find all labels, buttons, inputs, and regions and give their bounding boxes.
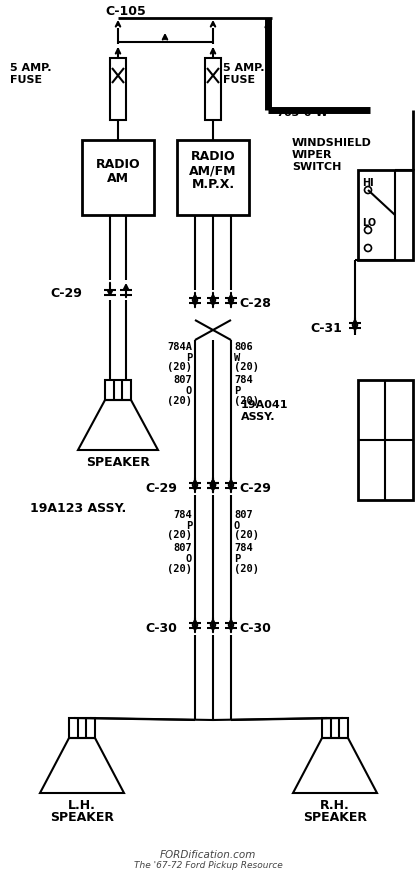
Text: SPEAKER: SPEAKER — [303, 811, 367, 824]
Text: 806: 806 — [234, 342, 253, 352]
Text: AM/FM: AM/FM — [189, 164, 237, 177]
Bar — [110, 58, 126, 120]
Text: (20): (20) — [167, 396, 192, 406]
Bar — [82, 140, 154, 215]
Text: C-31: C-31 — [310, 322, 342, 335]
Text: SPEAKER: SPEAKER — [50, 811, 114, 824]
Text: 19A041: 19A041 — [241, 400, 289, 410]
Text: 807: 807 — [234, 510, 253, 520]
Text: C-28: C-28 — [239, 297, 271, 310]
Text: (20): (20) — [234, 396, 259, 406]
Text: (20): (20) — [167, 362, 192, 372]
Bar — [69, 718, 95, 738]
Text: C-29: C-29 — [239, 482, 271, 495]
Text: P: P — [186, 353, 192, 363]
Text: O: O — [186, 386, 192, 396]
Text: W: W — [234, 353, 240, 363]
Text: 784: 784 — [234, 543, 253, 553]
Text: WINDSHIELD: WINDSHIELD — [292, 138, 372, 148]
Text: (20): (20) — [234, 530, 259, 540]
Text: 807: 807 — [173, 543, 192, 553]
Text: FORDification.com: FORDification.com — [160, 850, 256, 860]
Text: 19A123 ASSY.: 19A123 ASSY. — [30, 502, 126, 515]
Bar — [322, 718, 348, 738]
Text: 784: 784 — [173, 510, 192, 520]
Text: (20): (20) — [234, 362, 259, 372]
Text: FUSE: FUSE — [223, 75, 255, 85]
Text: RADIO: RADIO — [95, 158, 140, 171]
Bar — [358, 380, 413, 500]
Text: C-30: C-30 — [145, 622, 177, 635]
Text: R.H.: R.H. — [320, 799, 350, 812]
Text: AM: AM — [107, 172, 129, 185]
Text: C-29: C-29 — [50, 287, 82, 300]
Text: 784A: 784A — [167, 342, 192, 352]
Text: SPEAKER: SPEAKER — [86, 456, 150, 469]
Text: ASSY.: ASSY. — [241, 412, 276, 422]
Text: 5 AMP.: 5 AMP. — [223, 63, 264, 73]
Bar — [205, 58, 221, 120]
Text: P: P — [234, 554, 240, 564]
Text: (20): (20) — [167, 564, 192, 574]
Text: LO: LO — [362, 218, 376, 228]
Text: 807: 807 — [173, 375, 192, 385]
Text: O: O — [234, 521, 240, 531]
Text: L.H.: L.H. — [68, 799, 96, 812]
Text: (20): (20) — [234, 564, 259, 574]
Text: P: P — [234, 386, 240, 396]
Text: (20): (20) — [167, 530, 192, 540]
Text: P: P — [186, 521, 192, 531]
Text: 763-0-W: 763-0-W — [276, 108, 328, 118]
Text: HI: HI — [362, 178, 374, 188]
Text: The '67-72 Ford Pickup Resource: The '67-72 Ford Pickup Resource — [133, 861, 282, 870]
Text: O: O — [186, 554, 192, 564]
Text: WIPER: WIPER — [292, 150, 332, 160]
Text: RADIO: RADIO — [191, 150, 235, 163]
Text: C-105: C-105 — [105, 5, 146, 18]
Text: C-29: C-29 — [145, 482, 177, 495]
Text: FUSE: FUSE — [10, 75, 42, 85]
Text: 784: 784 — [234, 375, 253, 385]
Text: M.P.X.: M.P.X. — [191, 178, 234, 191]
Text: C-30: C-30 — [239, 622, 271, 635]
Text: 5 AMP.: 5 AMP. — [10, 63, 52, 73]
Bar — [177, 140, 249, 215]
Bar — [358, 170, 413, 260]
Text: SWITCH: SWITCH — [292, 162, 342, 172]
Bar — [105, 380, 131, 400]
